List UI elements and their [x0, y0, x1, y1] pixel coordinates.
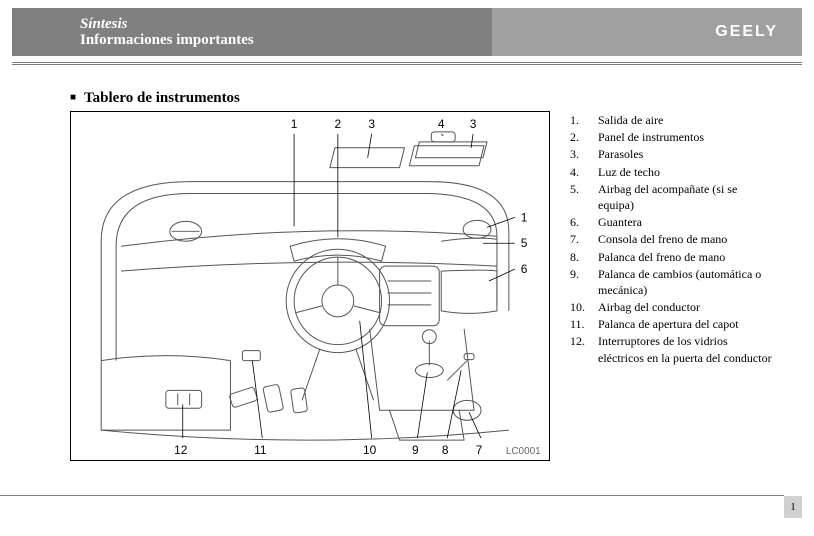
callout-number: 10: [363, 443, 377, 457]
legend-item: 3.Parasoles: [570, 146, 774, 162]
header-rule: [12, 62, 802, 65]
legend-item-text: Palanca de apertura del capot: [598, 316, 774, 332]
section-title: Tablero de instrumentos: [70, 90, 550, 107]
legend-item-number: 2.: [570, 129, 598, 145]
content: Tablero de instrumentos: [70, 90, 774, 486]
legend-item: 10.Airbag del conductor: [570, 299, 774, 315]
page-number: 1: [784, 496, 802, 518]
legend-item-text: Guantera: [598, 214, 774, 230]
header-title-2: Informaciones importantes: [80, 32, 802, 49]
legend-item-number: 4.: [570, 164, 598, 180]
callout-number: 6: [521, 262, 528, 276]
header-title-1: Síntesis: [80, 16, 802, 33]
legend-item-number: 7.: [570, 231, 598, 247]
legend-item-number: 3.: [570, 146, 598, 162]
callout-number: 1: [291, 117, 298, 131]
legend-item-text: Airbag del acompañate (si se equipa): [598, 181, 774, 213]
legend-item-text: Interruptores de los vidrios eléctricos …: [598, 333, 774, 365]
callout-number: 2: [335, 117, 342, 131]
legend-item-number: 6.: [570, 214, 598, 230]
legend-item: 7.Consola del freno de mano: [570, 231, 774, 247]
callout-number: 9: [412, 443, 419, 457]
callout-number: 3: [368, 117, 375, 131]
legend-item-number: 5.: [570, 181, 598, 213]
legend-item-text: Luz de techo: [598, 164, 774, 180]
figure-column: Tablero de instrumentos: [70, 90, 550, 486]
callout-number: 4: [438, 117, 445, 131]
legend-item-number: 10.: [570, 299, 598, 315]
legend-column: 1.Salida de aire2.Panel de instrumentos3…: [570, 90, 774, 486]
legend-item-number: 8.: [570, 249, 598, 265]
callout-number: 5: [521, 236, 528, 250]
header-bar: GEELY Síntesis Informaciones importantes: [12, 8, 802, 56]
callout-number: 3: [470, 117, 477, 131]
callout-number: 8: [442, 443, 449, 457]
dashboard-diagram: 12343 156 121110987 LC0001: [71, 112, 549, 460]
legend-item: 4.Luz de techo: [570, 164, 774, 180]
legend-item-text: Airbag del conductor: [598, 299, 774, 315]
callout-number: 7: [476, 443, 483, 457]
legend-item: 5.Airbag del acompañate (si se equipa): [570, 181, 774, 213]
legend-item-text: Palanca de cambios (automática o mecánic…: [598, 266, 774, 298]
legend-item-text: Panel de instrumentos: [598, 129, 774, 145]
legend-item: 1.Salida de aire: [570, 112, 774, 128]
callout-number: 11: [254, 443, 267, 457]
figure-box: 12343 156 121110987 LC0001: [70, 111, 550, 461]
legend-item: 8.Palanca del freno de mano: [570, 249, 774, 265]
legend-item-text: Consola del freno de mano: [598, 231, 774, 247]
legend-item-number: 12.: [570, 333, 598, 365]
legend-list: 1.Salida de aire2.Panel de instrumentos3…: [570, 112, 774, 366]
legend-item: 9.Palanca de cambios (automática o mecán…: [570, 266, 774, 298]
header-left: Síntesis Informaciones importantes: [12, 8, 802, 56]
legend-item-text: Parasoles: [598, 146, 774, 162]
legend-item-text: Salida de aire: [598, 112, 774, 128]
legend-item: 2.Panel de instrumentos: [570, 129, 774, 145]
diagram-code: LC0001: [506, 446, 541, 457]
footer-rule: [0, 495, 784, 496]
legend-item-number: 9.: [570, 266, 598, 298]
legend-item: 12.Interruptores de los vidrios eléctric…: [570, 333, 774, 365]
legend-item-number: 11.: [570, 316, 598, 332]
legend-item: 11.Palanca de apertura del capot: [570, 316, 774, 332]
callout-number: 12: [174, 443, 188, 457]
legend-item-number: 1.: [570, 112, 598, 128]
legend-item: 6.Guantera: [570, 214, 774, 230]
legend-item-text: Palanca del freno de mano: [598, 249, 774, 265]
callout-number: 1: [521, 210, 528, 224]
